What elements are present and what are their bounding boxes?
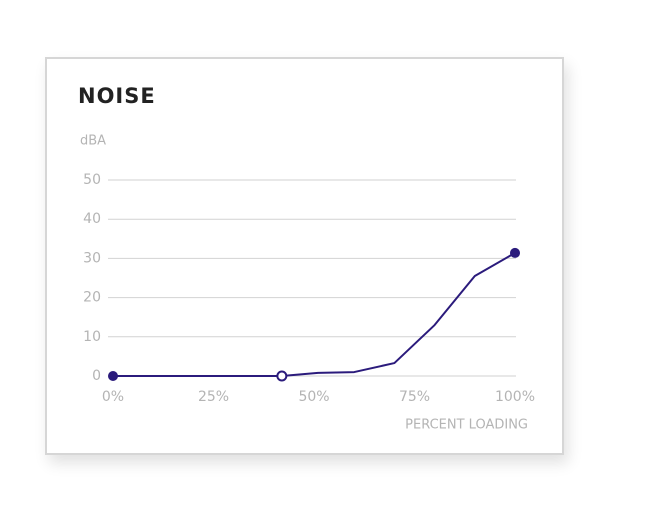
x-tick-label: 75% xyxy=(399,389,430,405)
card xyxy=(45,57,564,455)
y-tick-label: 0 xyxy=(92,368,101,384)
y-tick-label: 30 xyxy=(83,250,101,266)
x-tick-label: 50% xyxy=(298,389,329,405)
x-tick-label: 0% xyxy=(102,389,124,405)
point xyxy=(108,371,118,381)
x-tick-label: 25% xyxy=(198,389,229,405)
y-tick-label: 20 xyxy=(83,290,101,306)
y-axis-label: dBA xyxy=(80,134,106,149)
x-axis-label: PERCENT LOADING xyxy=(405,418,528,433)
y-tick-label: 10 xyxy=(83,329,101,345)
x-tick-label: 100% xyxy=(495,389,535,405)
chart-title: NOISE xyxy=(78,84,156,108)
point xyxy=(510,247,520,258)
line xyxy=(113,252,516,377)
y-tick-label: 50 xyxy=(83,172,101,188)
point xyxy=(276,370,288,382)
y-tick-label: 40 xyxy=(83,211,101,227)
